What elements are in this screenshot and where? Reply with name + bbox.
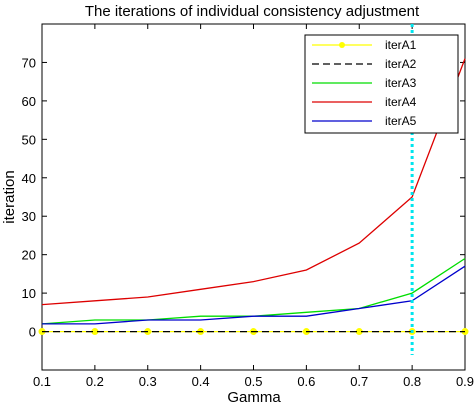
- y-tick-label: 10: [22, 286, 36, 301]
- y-tick-label: 60: [22, 94, 36, 109]
- y-axis-ticks: 0 10 20 30 40 50 60 70: [22, 55, 465, 340]
- legend-label-iterA1: iterA1: [385, 38, 417, 52]
- x-tick-label: 0.9: [456, 374, 474, 389]
- legend: iterA1 iterA2 iterA3 iterA4 iterA5: [304, 34, 459, 134]
- x-tick-label: 0.4: [192, 374, 210, 389]
- y-tick-label: 40: [22, 171, 36, 186]
- x-tick-label: 0.7: [350, 374, 368, 389]
- legend-box: [304, 34, 459, 134]
- x-tick-label: 0.1: [33, 374, 51, 389]
- x-tick-label: 0.5: [244, 374, 262, 389]
- legend-label-iterA2: iterA2: [385, 57, 417, 71]
- x-tick-label: 0.6: [297, 374, 315, 389]
- chart-title: The iterations of individual consistency…: [85, 3, 420, 20]
- legend-label-iterA5: iterA5: [385, 114, 417, 128]
- y-tick-label: 70: [22, 55, 36, 70]
- series-layer: [38, 58, 469, 336]
- series-line-iterA4: [41, 58, 466, 306]
- y-tick-label: 0: [29, 325, 36, 340]
- x-tick-label: 0.3: [139, 374, 157, 389]
- legend-label-iterA3: iterA3: [385, 76, 417, 90]
- series-line-iterA5: [42, 265, 466, 325]
- y-tick-label: 30: [22, 209, 36, 224]
- legend-label-iterA4: iterA4: [385, 95, 417, 109]
- legend-marker-iterA1: [339, 42, 345, 48]
- x-axis-ticks: 0.1 0.2 0.3 0.4 0.5 0.6 0.7 0.8 0.9: [33, 24, 474, 389]
- y-tick-label: 50: [22, 132, 36, 147]
- x-tick-label: 0.2: [86, 374, 104, 389]
- y-axis-title: iteration: [1, 170, 18, 223]
- x-axis-title: Gamma: [227, 389, 281, 406]
- x-tick-label: 0.8: [403, 374, 421, 389]
- y-tick-label: 20: [22, 248, 36, 263]
